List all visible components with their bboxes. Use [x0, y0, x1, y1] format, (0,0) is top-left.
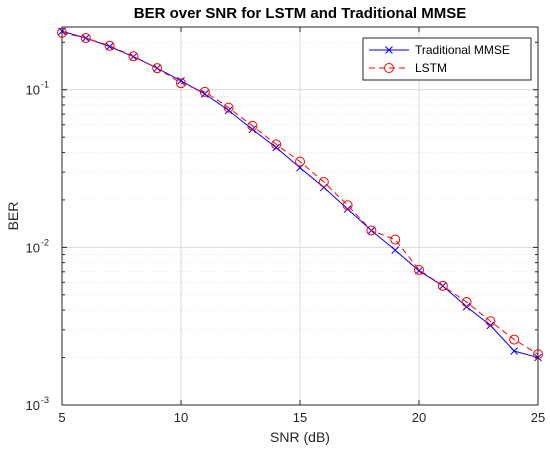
series-lstm: [57, 27, 543, 360]
grid: [62, 27, 538, 405]
data-point-circle-marker: [509, 334, 520, 345]
data-point-x-marker: [319, 183, 328, 192]
legend-x-marker: [385, 46, 393, 54]
y-tick-label: 10: [26, 398, 40, 413]
y-tick-label: 10: [26, 240, 40, 255]
legend-label: LSTM: [415, 61, 447, 75]
data-point-circle-marker: [295, 156, 305, 167]
y-tick-label-exponent: -1: [41, 80, 49, 90]
data-point-circle-marker: [199, 86, 210, 97]
y-tick-label-exponent: -3: [41, 395, 49, 405]
data-point-circle-marker: [437, 280, 448, 291]
data-point-x-marker: [248, 125, 257, 134]
legend: Traditional MMSE LSTM: [362, 37, 532, 81]
data-point-circle-marker: [485, 316, 496, 327]
y-tick-label: 10: [26, 83, 40, 98]
legend-item: LSTM: [369, 61, 447, 75]
data-point-x-marker: [105, 42, 114, 51]
data-point-x-marker: [272, 143, 281, 152]
data-point-x-marker: [224, 106, 233, 115]
x-tick-label: 10: [174, 410, 188, 425]
x-tick-label: 15: [293, 410, 307, 425]
data-point-circle-marker: [461, 297, 472, 308]
data-point-x-marker: [177, 76, 185, 85]
data-point-circle-marker: [390, 234, 401, 245]
legend-label: Traditional MMSE: [415, 43, 510, 57]
data-point-x-marker: [391, 246, 400, 255]
data-point-circle-marker: [318, 176, 329, 187]
data-point-circle-marker: [223, 102, 234, 113]
data-point-circle-marker: [152, 63, 163, 74]
data-point-circle-marker: [271, 139, 282, 150]
data-point-circle-marker: [414, 264, 424, 275]
data-point-circle-marker: [80, 32, 91, 43]
data-point-x-marker: [510, 347, 519, 355]
data-point-circle-marker: [366, 225, 377, 236]
data-point-circle-marker: [247, 120, 258, 131]
data-point-circle-marker: [342, 200, 353, 211]
data-point-x-marker: [415, 266, 423, 275]
data-point-circle-marker: [128, 51, 139, 62]
x-tick-label: 25: [531, 410, 545, 425]
series-layer: [57, 27, 543, 362]
legend-item: Traditional MMSE: [369, 43, 510, 57]
y-axis-label: BER: [5, 202, 21, 231]
series-line: [61, 32, 539, 355]
legend-circle-marker: [384, 63, 394, 73]
data-point-circle-marker: [104, 40, 115, 51]
x-tick-label: 20: [412, 410, 426, 425]
y-tick-label-exponent: -2: [41, 237, 49, 247]
legend-box: [362, 37, 532, 81]
data-point-x-marker: [343, 205, 352, 213]
x-tick-label: 5: [58, 410, 65, 425]
x-axis-label: SNR (dB): [270, 429, 330, 445]
data-point-circle-marker: [176, 78, 186, 89]
data-point-x-marker: [200, 90, 209, 98]
chart-title: BER over SNR for LSTM and Traditional MM…: [134, 5, 467, 22]
